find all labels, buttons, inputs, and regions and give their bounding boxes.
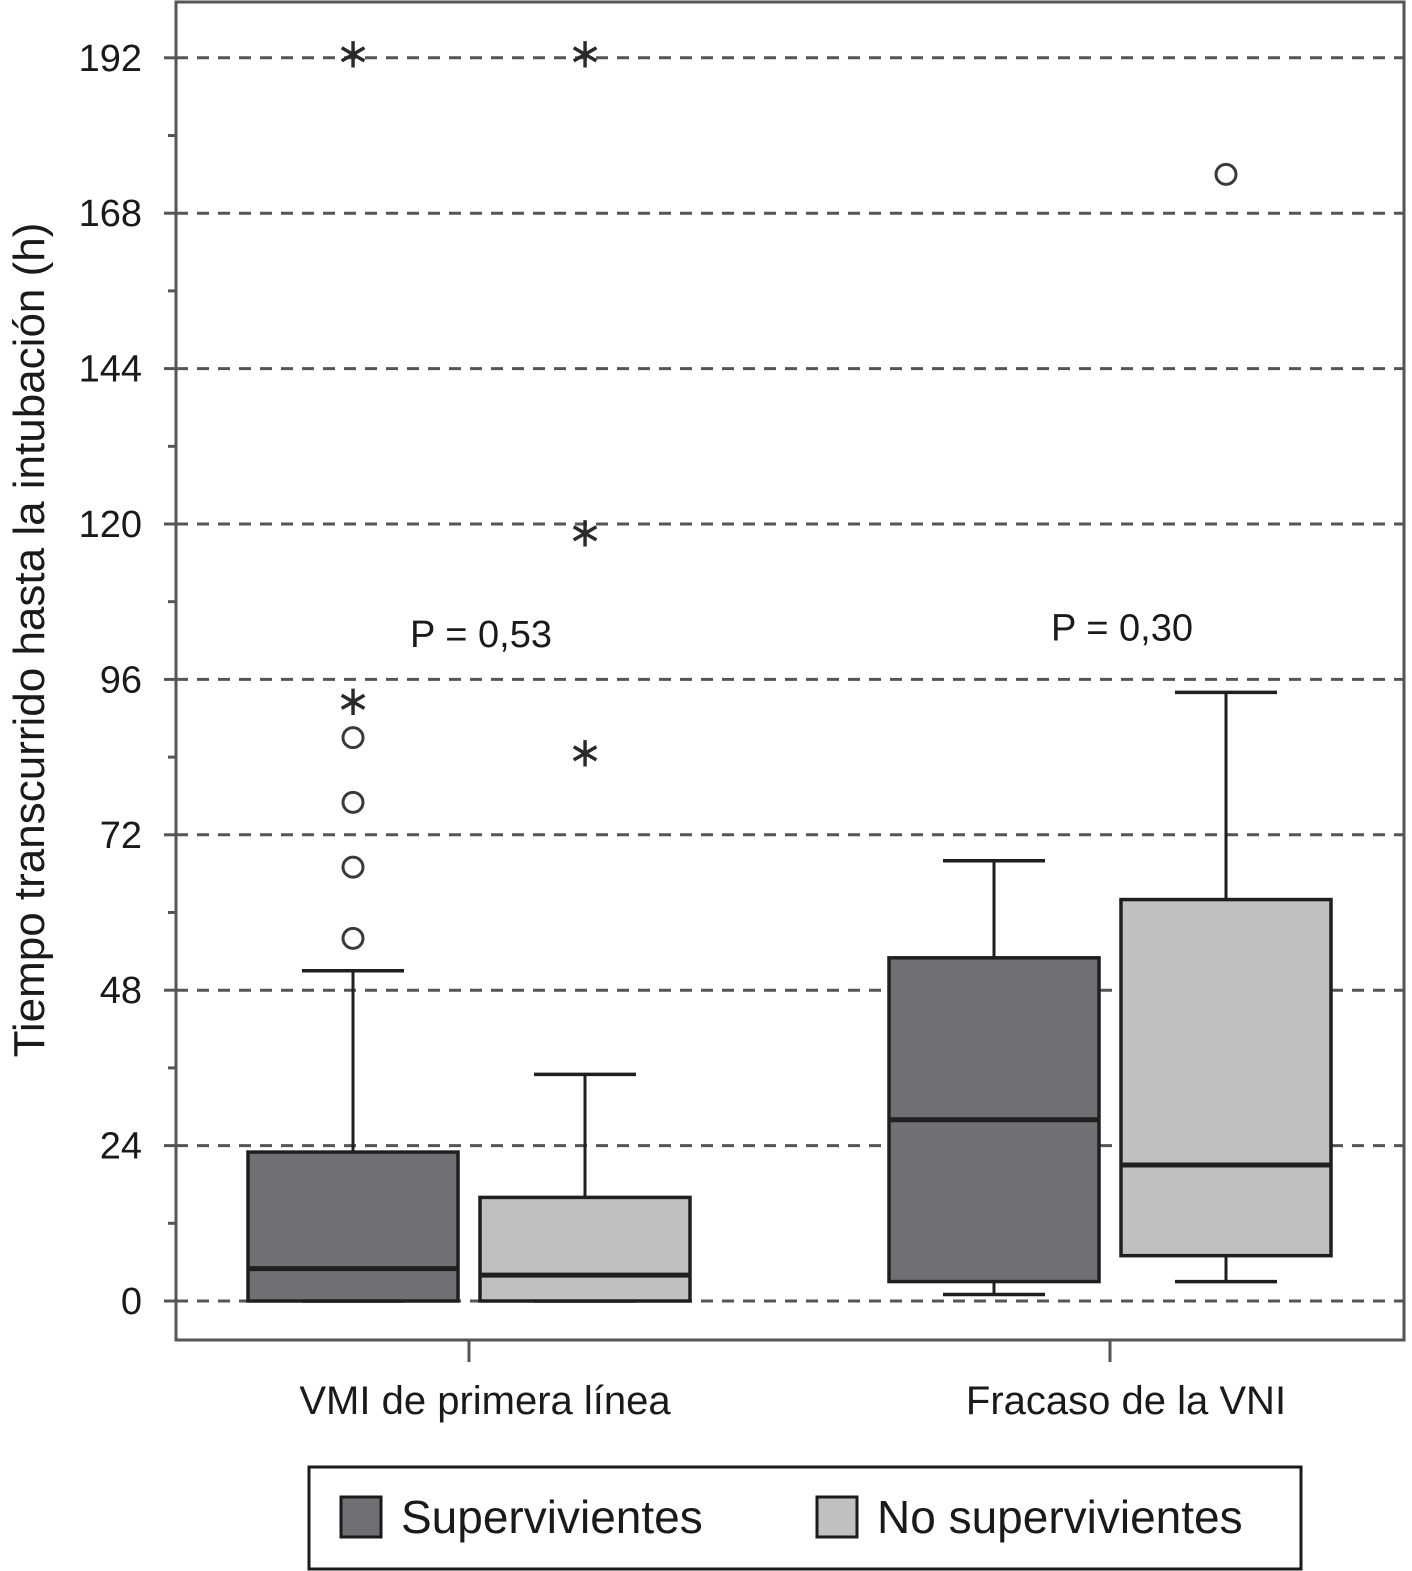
y-axis-label: Tiempo transcurrido hasta la intubación … — [5, 223, 54, 1058]
outlier-circle-series1-cat1-4 — [341, 726, 365, 750]
y-tick-label-120: 120 — [79, 504, 142, 546]
legend-swatch-2 — [815, 1495, 859, 1539]
outlier-star-series1-cat1-6: ∗ — [335, 28, 370, 77]
legend-frame — [307, 1465, 1303, 1571]
boxes — [246, 690, 1333, 1303]
p-value-annotation-2: P = 0,30 — [1051, 608, 1193, 650]
y-tick-label-168: 168 — [79, 193, 142, 235]
gridlines — [176, 56, 1404, 1303]
legend-swatch-1 — [339, 1495, 383, 1539]
y-tick-label-0: 0 — [121, 1281, 142, 1323]
outlier-star-series1-cat1-5: ∗ — [335, 676, 370, 725]
y-tick-label-144: 144 — [79, 349, 142, 391]
outlier-star-series2-cat1-2: ∗ — [567, 507, 602, 556]
y-axis-ticks: 0 24 48 72 96 120 144 168 192 — [79, 38, 176, 1323]
x-axis-ticks: VMI de primera línea Fracaso de la VNI — [299, 1340, 1286, 1423]
box-series2-cat1 — [478, 1195, 692, 1303]
y-tick-label-72: 72 — [100, 815, 142, 857]
plot-frame — [174, 0, 1406, 1342]
outliers: ∗ ∗ ∗ ∗ ∗ — [335, 28, 1238, 950]
annotations: P = 0,53 P = 0,30 — [410, 608, 1193, 656]
legend: Supervivientes No supervivientes — [307, 1465, 1303, 1571]
x-category-label-2: Fracaso de la VNI — [966, 1379, 1286, 1423]
y-tick-label-48: 48 — [100, 970, 142, 1012]
y-tick-label-192: 192 — [79, 38, 142, 80]
outlier-star-series2-cat1-3: ∗ — [567, 28, 602, 77]
outlier-circle-series1-cat1-3 — [341, 790, 365, 814]
outlier-circle-series2-cat2-1 — [1214, 162, 1238, 186]
box-series1-cat1 — [246, 1150, 460, 1303]
y-tick-label-96: 96 — [100, 659, 142, 701]
legend-label-1: Supervivientes — [401, 1491, 703, 1543]
outlier-circle-series1-cat1-2 — [341, 855, 365, 879]
x-category-label-1: VMI de primera línea — [299, 1379, 671, 1423]
outlier-star-series2-cat1-1: ∗ — [567, 728, 602, 777]
legend-label-2: No supervivientes — [877, 1491, 1243, 1543]
box-series2-cat2 — [1119, 897, 1333, 1258]
outlier-circle-series1-cat1-1 — [341, 926, 365, 950]
p-value-annotation-1: P = 0,53 — [410, 614, 552, 656]
y-tick-label-24: 24 — [100, 1126, 142, 1168]
